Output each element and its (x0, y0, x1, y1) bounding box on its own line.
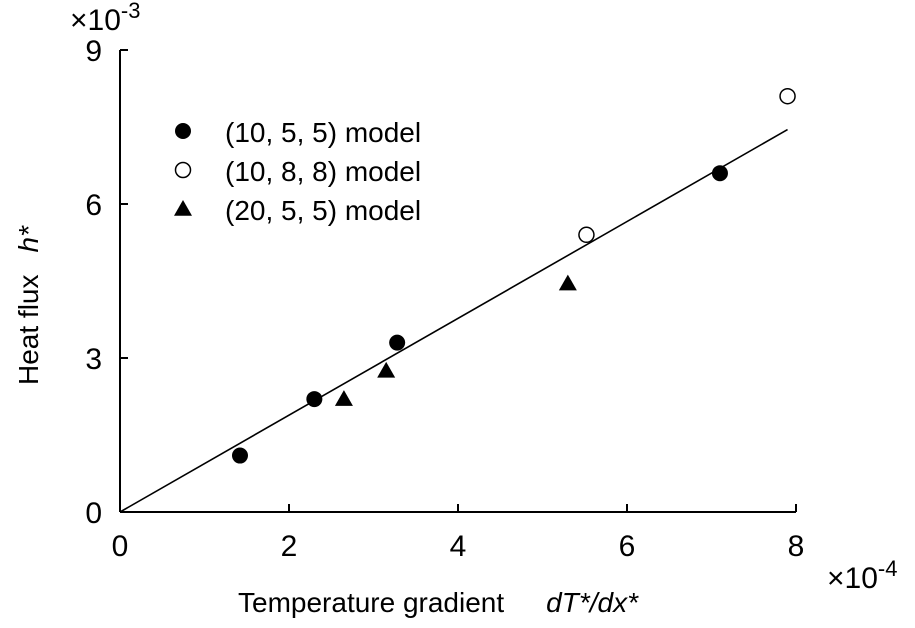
y-tick-label: 9 (85, 35, 102, 68)
legend-marker-series-1 (175, 123, 191, 139)
legend-marker-series-3 (174, 200, 192, 216)
x-tick-label: 8 (788, 530, 805, 563)
y-multiplier-base: ×10 (70, 4, 121, 37)
y-axis-symbol: h* (13, 225, 44, 253)
data-point-series-1 (711, 165, 728, 182)
y-tick-label: 3 (85, 343, 102, 376)
x-tick-label: 2 (281, 530, 298, 563)
legend: (10, 5, 5) model (10, 8, 8) model (20, 5, … (174, 117, 421, 226)
data-point-series-1 (231, 447, 248, 464)
x-ticks: 0 2 4 6 8 (112, 504, 805, 563)
legend-label-series-2: (10, 8, 8) model (225, 156, 421, 187)
data-point-series-1 (306, 391, 323, 408)
fit-line-group (119, 128, 788, 513)
y-axis-title: Heat fluxh* (13, 225, 44, 385)
x-multiplier-base: ×10 (827, 562, 878, 595)
x-axis-symbol: dT*/dx* (546, 587, 639, 618)
x-multiplier-exp: -4 (878, 556, 898, 581)
legend-marker-series-2 (174, 161, 192, 179)
data-point-series-3 (334, 390, 353, 406)
svg-text:×10-4: ×10-4 (827, 556, 897, 595)
y-tick-label: 0 (85, 497, 102, 530)
fit-line (119, 128, 788, 513)
y-ticks: 0 3 6 9 (85, 35, 128, 530)
x-tick-label: 6 (619, 530, 636, 563)
data-point-series-2 (779, 87, 796, 105)
legend-label-series-3: (20, 5, 5) model (225, 195, 421, 226)
data-points (231, 87, 796, 464)
y-tick-label: 6 (85, 189, 102, 222)
data-point-series-2 (578, 226, 595, 244)
data-point-series-3 (558, 274, 577, 291)
axes (119, 50, 796, 513)
svg-text:×10-3: ×10-3 (70, 0, 140, 37)
legend-label-series-1: (10, 5, 5) model (225, 117, 421, 148)
data-point-series-3 (377, 361, 396, 378)
x-tick-label: 0 (112, 530, 129, 563)
y-multiplier-exp: -3 (121, 0, 141, 23)
x-tick-label: 4 (450, 530, 467, 563)
x-axis-title: Temperature gradient dT*/dx* (238, 587, 639, 618)
data-point-series-1 (389, 334, 406, 351)
y-multiplier: ×10-3 (70, 0, 140, 37)
x-multiplier: ×10-4 (827, 556, 897, 595)
